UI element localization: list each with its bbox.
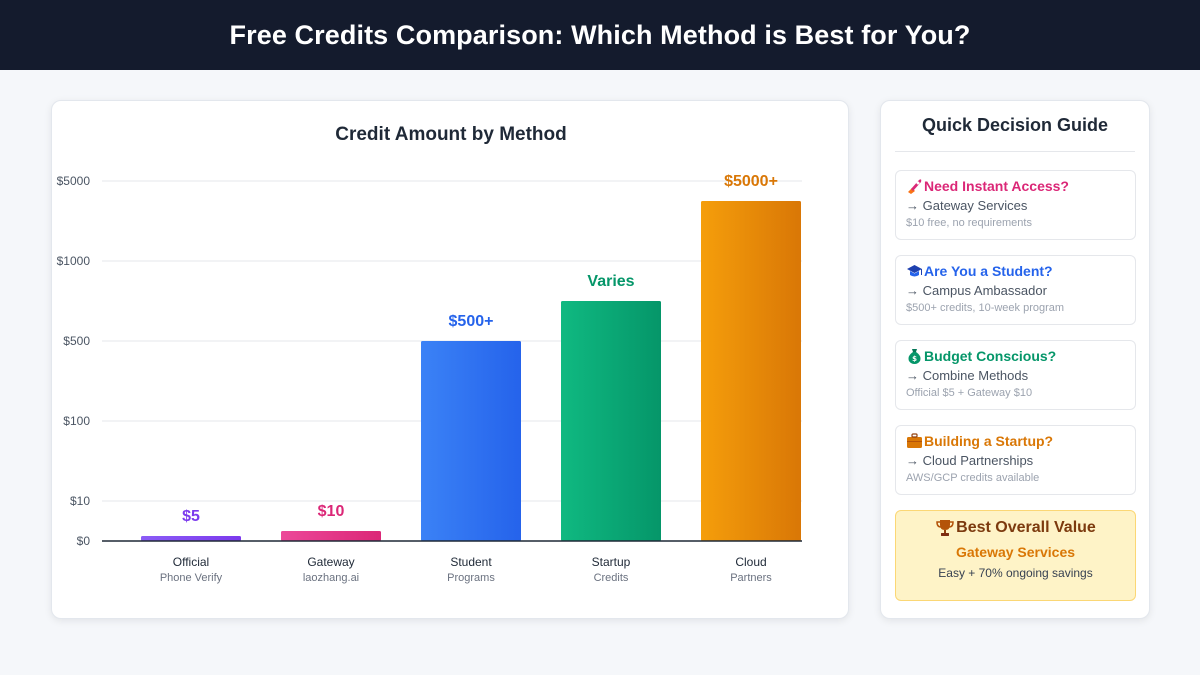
best-value-detail: Easy + 70% ongoing savings bbox=[938, 566, 1093, 580]
chart-title: Credit Amount by Method bbox=[335, 124, 567, 145]
guide-question: Are You a Student? bbox=[906, 262, 1125, 280]
x-sub-label: Programs bbox=[447, 572, 495, 584]
bar-chart: Credit Amount by Method $0 $10 $100 $500 $10… bbox=[57, 124, 802, 584]
x-sub-label: laozhang.ai bbox=[303, 572, 359, 584]
trophy-icon bbox=[935, 519, 955, 537]
bar-cloud bbox=[701, 201, 801, 541]
y-tick-label: $100 bbox=[63, 414, 90, 428]
y-tick-label: $10 bbox=[70, 494, 90, 508]
bar-student bbox=[421, 341, 521, 541]
data-label: $500+ bbox=[449, 313, 494, 330]
guide-divider bbox=[895, 151, 1135, 152]
guide-answer: → Cloud Partnerships bbox=[906, 453, 1034, 468]
bar-official bbox=[141, 536, 241, 541]
bar-startup bbox=[561, 301, 661, 541]
x-sub-label: Phone Verify bbox=[160, 572, 223, 584]
guide-item-student[interactable]: Are You a Student? → Campus Ambassador $… bbox=[895, 255, 1136, 325]
guide-detail: Official $5 + Gateway $10 bbox=[906, 387, 1033, 399]
guide-detail: $10 free, no requirements bbox=[906, 217, 1032, 229]
y-tick-label: $0 bbox=[77, 534, 91, 548]
guide-item-startup[interactable]: Building a Startup? → Cloud Partnerships… bbox=[895, 425, 1136, 495]
guide-answer: → Gateway Services bbox=[906, 198, 1028, 213]
data-label: $5000+ bbox=[724, 173, 778, 190]
guide-title: Quick Decision Guide bbox=[921, 115, 1109, 135]
decision-guide: Quick Decision Guide Need Instant Access… bbox=[880, 100, 1150, 619]
data-label: $5 bbox=[182, 508, 200, 525]
page-title: Free Credits Comparison: Which Method is… bbox=[229, 19, 971, 50]
rocket-icon bbox=[906, 178, 923, 194]
guide-item-instant-access[interactable]: Need Instant Access? → Gateway Services … bbox=[895, 170, 1136, 240]
y-tick-label: $500 bbox=[63, 334, 90, 348]
x-tick-label: Gateway bbox=[307, 555, 354, 569]
guide-question: $ Budget Conscious? bbox=[906, 347, 1125, 365]
guide-detail: AWS/GCP credits available bbox=[906, 472, 1040, 484]
x-sub-label: Credits bbox=[594, 572, 629, 584]
header-bar: Free Credits Comparison: Which Method is… bbox=[0, 0, 1200, 70]
graduation-cap-icon bbox=[906, 263, 923, 279]
x-tick-label: Startup bbox=[592, 555, 631, 569]
guide-question: Building a Startup? bbox=[906, 432, 1125, 450]
guide-item-budget[interactable]: $ Budget Conscious? → Combine Methods Of… bbox=[895, 340, 1136, 410]
data-label: $10 bbox=[318, 503, 345, 520]
data-label: Varies bbox=[587, 273, 634, 290]
bar-gateway bbox=[281, 531, 381, 541]
best-value-box: Best Overall Value Gateway Services Easy… bbox=[895, 510, 1136, 601]
guide-answer: → Campus Ambassador bbox=[906, 283, 1047, 298]
y-tick-label: $5000 bbox=[57, 174, 91, 188]
guide-detail: $500+ credits, 10-week program bbox=[906, 302, 1065, 314]
svg-text:$: $ bbox=[912, 355, 917, 363]
x-tick-label: Official bbox=[173, 555, 209, 569]
guide-question: Need Instant Access? bbox=[906, 177, 1125, 195]
y-tick-label: $1000 bbox=[57, 254, 91, 268]
briefcase-icon bbox=[906, 433, 923, 449]
x-sub-label: Partners bbox=[730, 572, 772, 584]
chart-card: Credit Amount by Method $0 $10 $100 $500 $10… bbox=[51, 100, 849, 619]
money-bag-icon: $ bbox=[906, 348, 923, 364]
x-tick-label: Cloud bbox=[735, 555, 766, 569]
best-value-title: Best Overall Value bbox=[896, 519, 1135, 537]
guide-answer: → Combine Methods bbox=[906, 368, 1029, 383]
x-tick-label: Student bbox=[450, 555, 492, 569]
best-value-subtitle: Gateway Services bbox=[955, 544, 1076, 560]
